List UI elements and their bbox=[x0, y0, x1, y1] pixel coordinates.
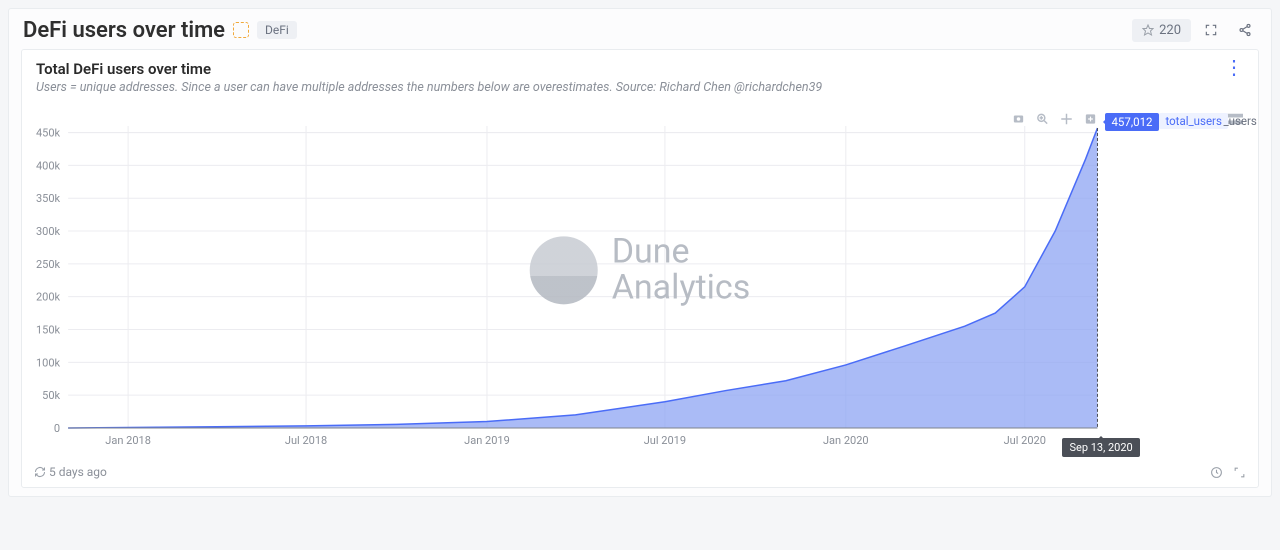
share-icon bbox=[1238, 23, 1252, 37]
svg-text:Jan 2020: Jan 2020 bbox=[823, 434, 869, 447]
hover-value-badge: 457,012 bbox=[1105, 113, 1158, 131]
legend-suffix: _users bbox=[1223, 114, 1256, 128]
like-button[interactable]: 220 bbox=[1132, 19, 1191, 42]
card-header: Total DeFi users over time ⋮ bbox=[22, 50, 1258, 80]
svg-text:Jul 2018: Jul 2018 bbox=[285, 434, 327, 447]
svg-text:400k: 400k bbox=[36, 159, 61, 172]
svg-text:0: 0 bbox=[54, 422, 60, 435]
share-button[interactable] bbox=[1231, 17, 1259, 43]
svg-text:150k: 150k bbox=[36, 324, 61, 337]
updated-text: 5 days ago bbox=[49, 465, 107, 479]
card-footer: 5 days ago bbox=[22, 461, 1258, 487]
area-chart-svg: 0 50k 100k 150k 200k 250k 300k 350k 400k 450k Jan … bbox=[22, 101, 1258, 461]
dashboard-frame: DeFi users over time DeFi 220 Total DeFi… bbox=[8, 8, 1272, 497]
svg-text:Jul 2019: Jul 2019 bbox=[644, 434, 686, 447]
last-updated: 5 days ago bbox=[34, 465, 107, 479]
svg-text:200k: 200k bbox=[36, 291, 61, 304]
svg-text:450k: 450k bbox=[36, 127, 61, 140]
header-actions: 220 bbox=[1132, 17, 1259, 43]
series-legend[interactable]: total_users bbox=[1159, 113, 1227, 129]
star-outline-icon bbox=[1142, 24, 1154, 36]
svg-text:350k: 350k bbox=[36, 192, 61, 205]
card-title: Total DeFi users over time bbox=[36, 60, 211, 78]
fullscreen-button[interactable] bbox=[1197, 17, 1225, 43]
footer-actions bbox=[1210, 466, 1246, 479]
svg-text:Jan 2019: Jan 2019 bbox=[464, 434, 510, 447]
chart-area[interactable]: 0 50k 100k 150k 200k 250k 300k 350k 400k 450k Jan … bbox=[22, 101, 1258, 461]
history-button[interactable] bbox=[1210, 466, 1223, 479]
svg-text:Jul 2020: Jul 2020 bbox=[1004, 434, 1046, 447]
like-count: 220 bbox=[1159, 23, 1181, 38]
svg-text:300k: 300k bbox=[36, 225, 61, 238]
svg-text:100k: 100k bbox=[36, 356, 61, 369]
page-header: DeFi users over time DeFi 220 bbox=[9, 9, 1271, 49]
title-row: DeFi users over time DeFi bbox=[23, 18, 297, 43]
hover-date-badge: Sep 13, 2020 bbox=[1062, 438, 1139, 457]
refresh-icon bbox=[34, 466, 46, 478]
chart-card: Total DeFi users over time ⋮ Users = uni… bbox=[21, 49, 1259, 488]
expand-button[interactable] bbox=[1233, 466, 1246, 479]
page-title: DeFi users over time bbox=[23, 18, 225, 43]
fullscreen-icon bbox=[1204, 23, 1218, 37]
star-icon[interactable] bbox=[233, 22, 249, 38]
svg-text:Jan 2018: Jan 2018 bbox=[105, 434, 151, 447]
tag-defi[interactable]: DeFi bbox=[257, 21, 297, 39]
card-menu-button[interactable]: ⋮ bbox=[1224, 60, 1244, 74]
svg-text:250k: 250k bbox=[36, 258, 61, 271]
svg-text:50k: 50k bbox=[42, 389, 60, 402]
card-subtitle: Users = unique addresses. Since a user c… bbox=[22, 80, 1258, 101]
